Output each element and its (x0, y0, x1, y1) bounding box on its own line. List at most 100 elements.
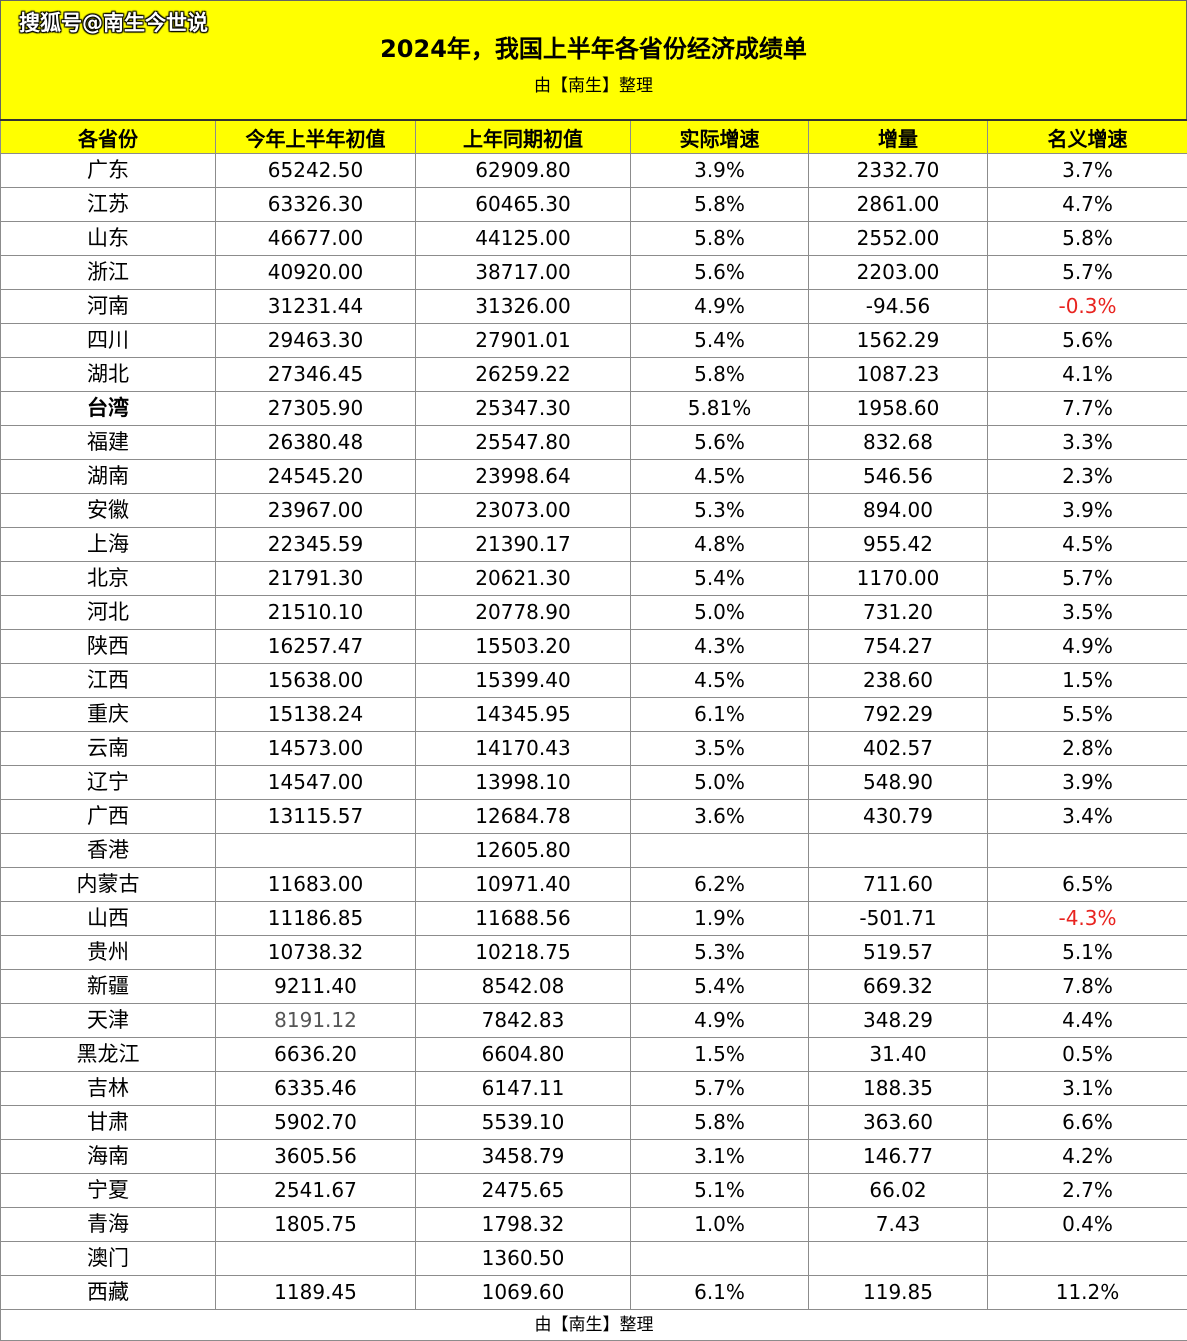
cell-increase: 2203.00 (809, 256, 988, 290)
cell-increase: 669.32 (809, 970, 988, 1004)
cell-current: 21510.10 (216, 596, 416, 630)
cell-previous: 62909.80 (416, 154, 631, 188)
cell-real-growth: 5.81% (631, 392, 809, 426)
cell-previous: 60465.30 (416, 188, 631, 222)
cell-province: 青海 (1, 1208, 216, 1242)
cell-increase: 519.57 (809, 936, 988, 970)
cell-previous: 5539.10 (416, 1106, 631, 1140)
header-row: 各省份 今年上半年初值 上年同期初值 实际增速 增量 名义增速 (1, 120, 1187, 154)
cell-real-growth: 4.5% (631, 664, 809, 698)
cell-increase: 894.00 (809, 494, 988, 528)
cell-previous: 12684.78 (416, 800, 631, 834)
cell-province: 陕西 (1, 630, 216, 664)
cell-current: 3605.56 (216, 1140, 416, 1174)
cell-increase: 955.42 (809, 528, 988, 562)
cell-real-growth: 5.8% (631, 188, 809, 222)
cell-increase: -501.71 (809, 902, 988, 936)
cell-real-growth (631, 1242, 809, 1276)
cell-nominal-growth: 3.4% (988, 800, 1187, 834)
cell-previous: 23998.64 (416, 460, 631, 494)
cell-province: 天津 (1, 1004, 216, 1038)
cell-current (216, 1242, 416, 1276)
cell-increase: 119.85 (809, 1276, 988, 1310)
cell-previous: 10218.75 (416, 936, 631, 970)
cell-increase: 402.57 (809, 732, 988, 766)
column-header-increase: 增量 (809, 120, 988, 154)
cell-nominal-growth: 2.3% (988, 460, 1187, 494)
cell-increase: 1170.00 (809, 562, 988, 596)
cell-increase (809, 1242, 988, 1276)
cell-increase (809, 834, 988, 868)
cell-province: 湖南 (1, 460, 216, 494)
cell-current: 14573.00 (216, 732, 416, 766)
cell-real-growth: 5.8% (631, 222, 809, 256)
cell-previous: 26259.22 (416, 358, 631, 392)
cell-current: 16257.47 (216, 630, 416, 664)
footer-note: 由【南生】整理 (1, 1310, 1187, 1341)
cell-nominal-growth: -4.3% (988, 902, 1187, 936)
cell-previous: 21390.17 (416, 528, 631, 562)
cell-real-growth: 5.6% (631, 426, 809, 460)
cell-nominal-growth: 3.9% (988, 766, 1187, 800)
cell-nominal-growth: 6.6% (988, 1106, 1187, 1140)
cell-current: 6335.46 (216, 1072, 416, 1106)
cell-real-growth: 5.3% (631, 936, 809, 970)
cell-current: 65242.50 (216, 154, 416, 188)
cell-previous: 31326.00 (416, 290, 631, 324)
cell-previous: 6147.11 (416, 1072, 631, 1106)
cell-increase: 348.29 (809, 1004, 988, 1038)
cell-real-growth: 4.8% (631, 528, 809, 562)
cell-nominal-growth (988, 1242, 1187, 1276)
cell-current: 13115.57 (216, 800, 416, 834)
cell-current: 5902.70 (216, 1106, 416, 1140)
cell-province: 北京 (1, 562, 216, 596)
cell-province: 上海 (1, 528, 216, 562)
cell-previous: 25347.30 (416, 392, 631, 426)
cell-real-growth: 1.0% (631, 1208, 809, 1242)
cell-current: 15138.24 (216, 698, 416, 732)
cell-real-growth: 3.5% (631, 732, 809, 766)
cell-previous: 3458.79 (416, 1140, 631, 1174)
cell-current: 1805.75 (216, 1208, 416, 1242)
cell-previous: 2475.65 (416, 1174, 631, 1208)
cell-increase: 146.77 (809, 1140, 988, 1174)
cell-increase: 1087.23 (809, 358, 988, 392)
cell-nominal-growth: 3.5% (988, 596, 1187, 630)
cell-previous: 15503.20 (416, 630, 631, 664)
cell-province: 云南 (1, 732, 216, 766)
cell-real-growth: 5.4% (631, 324, 809, 358)
cell-previous: 20621.30 (416, 562, 631, 596)
cell-province: 甘肃 (1, 1106, 216, 1140)
cell-current: 8191.12 (216, 1004, 416, 1038)
page-title: 2024年，我国上半年各省份经济成绩单 (1, 29, 1186, 64)
cell-province: 重庆 (1, 698, 216, 732)
cell-real-growth: 6.1% (631, 698, 809, 732)
column-header-previous: 上年同期初值 (416, 120, 631, 154)
cell-nominal-growth: 2.8% (988, 732, 1187, 766)
cell-increase: 188.35 (809, 1072, 988, 1106)
column-header-real-growth: 实际增速 (631, 120, 809, 154)
cell-current: 63326.30 (216, 188, 416, 222)
cell-province: 河北 (1, 596, 216, 630)
cell-current: 40920.00 (216, 256, 416, 290)
cell-real-growth: 3.9% (631, 154, 809, 188)
cell-increase: 2552.00 (809, 222, 988, 256)
cell-nominal-growth: 5.7% (988, 562, 1187, 596)
